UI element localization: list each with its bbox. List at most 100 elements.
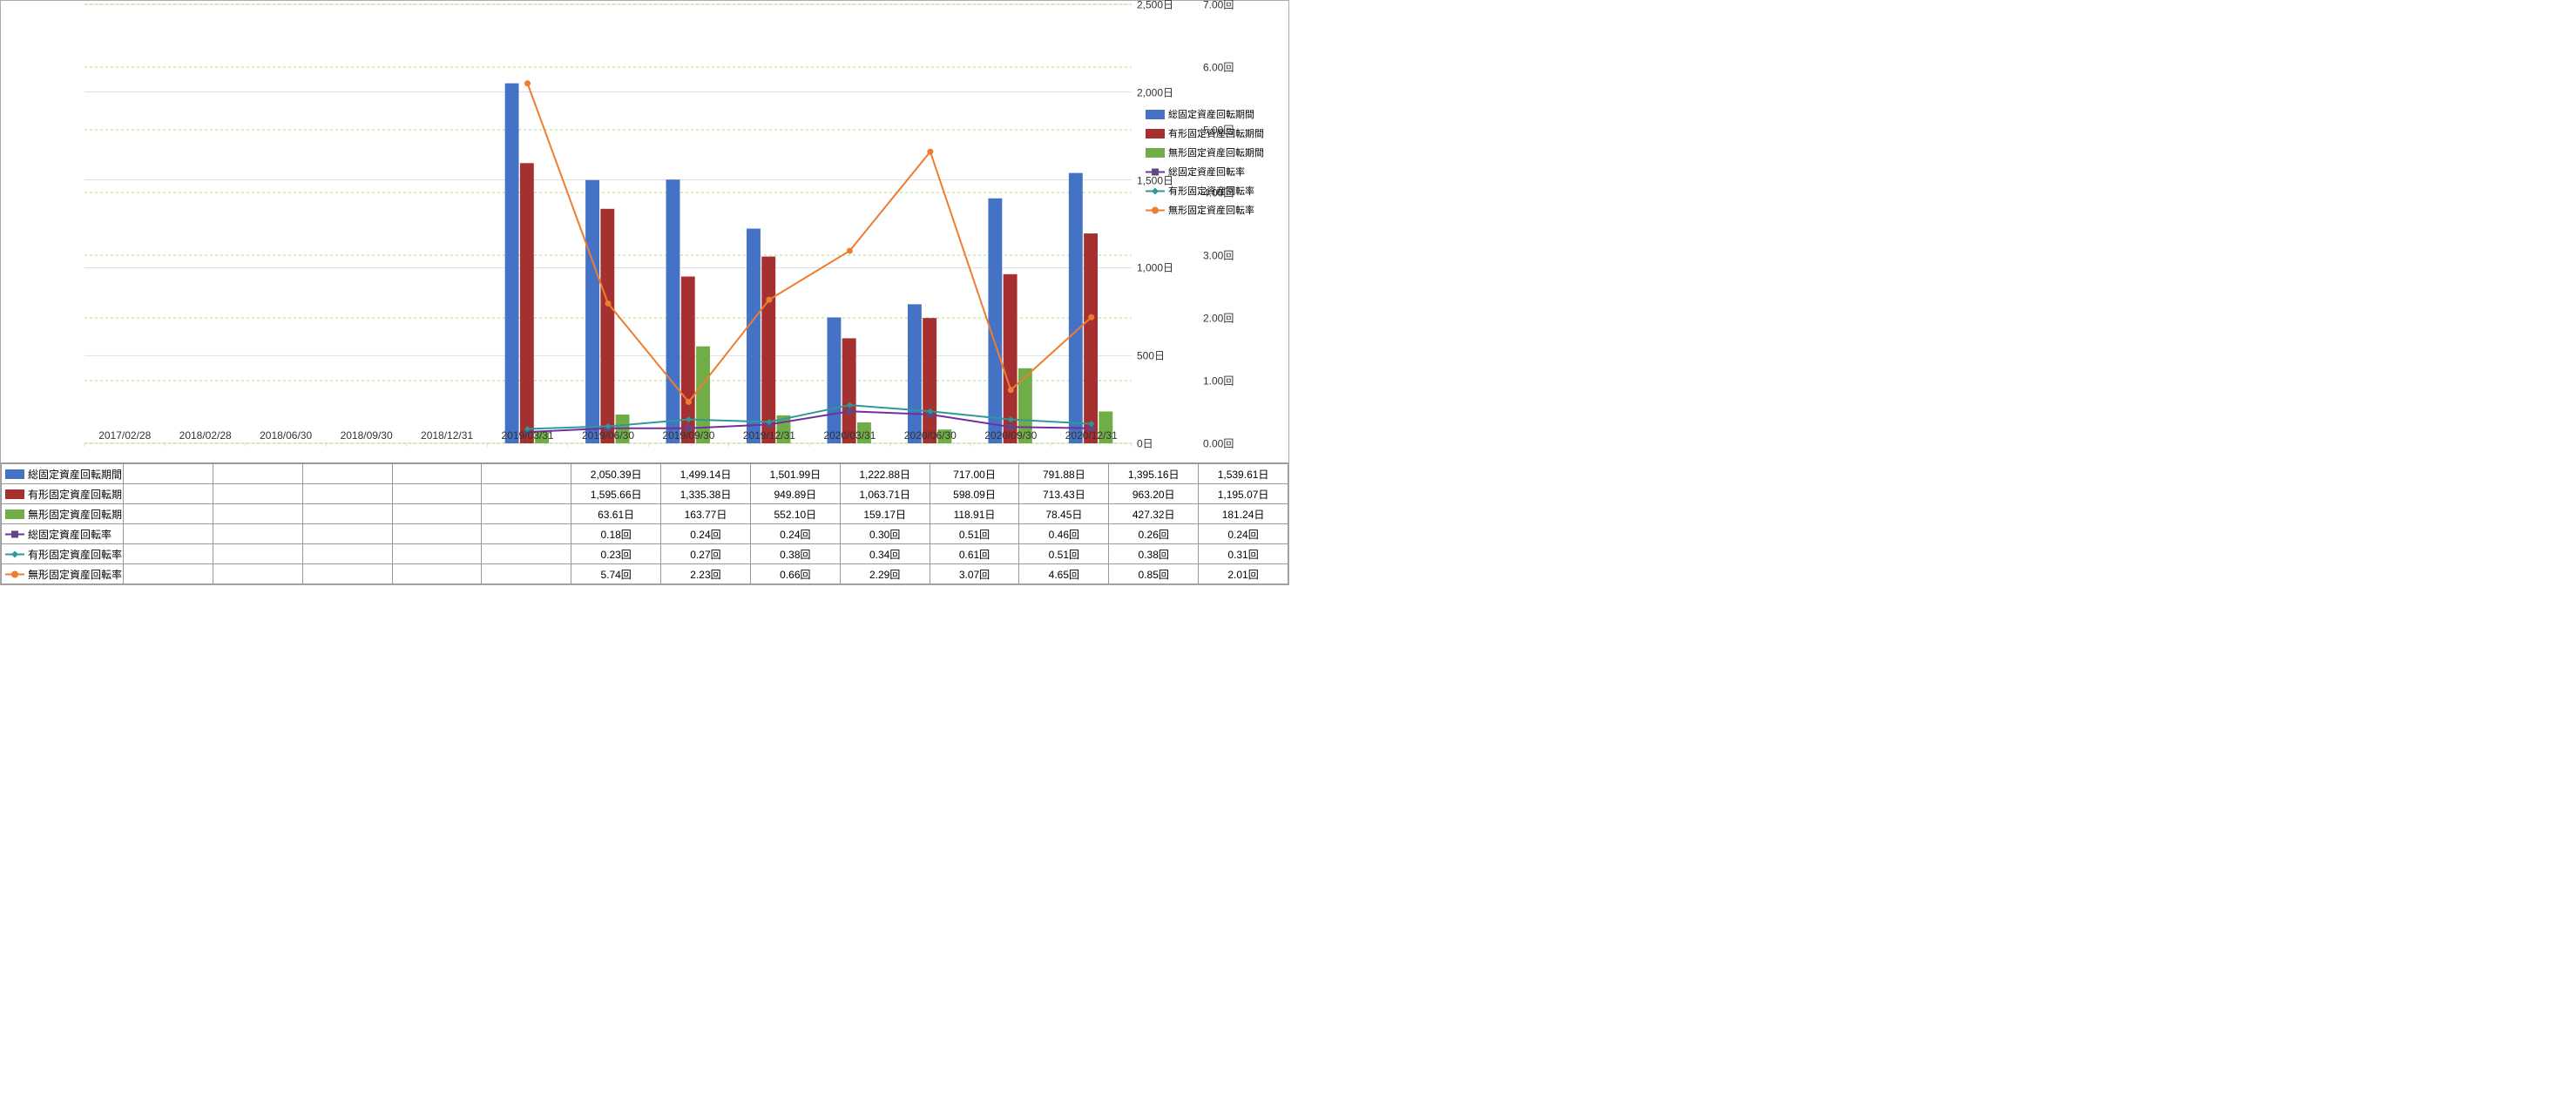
x-label-0: 2017/02/28 (85, 429, 165, 442)
cell-bar1-12: 1,539.61日 (1199, 464, 1288, 484)
cell-bar1-3 (392, 464, 482, 484)
legend-swatch-line1 (1146, 167, 1165, 177)
cell-line3-4 (482, 564, 571, 584)
y-left-tick-500: 500日 (1137, 348, 1200, 363)
cell-line2-12: 0.31回 (1199, 544, 1288, 564)
cell-line1-0 (124, 524, 213, 544)
cell-bar1-7: 1,501.99日 (750, 464, 840, 484)
cell-bar2-11: 963.20日 (1109, 484, 1199, 504)
plot-region: 2017/02/282018/02/282018/06/302018/09/30… (85, 4, 1132, 443)
y-right-tick-0: 0.00回 (1203, 436, 1287, 451)
series-head-line1: 総固定資産回転率 (2, 524, 124, 544)
cell-line3-5: 5.74回 (571, 564, 661, 584)
cell-line2-7: 0.38回 (750, 544, 840, 564)
cell-bar3-9: 118.91日 (930, 504, 1019, 524)
cell-bar3-2 (302, 504, 392, 524)
cell-line1-5: 0.18回 (571, 524, 661, 544)
legend-label-line1: 総固定資産回転率 (1168, 165, 1245, 179)
cell-bar1-1 (213, 464, 302, 484)
x-label-7: 2019/09/30 (648, 429, 728, 442)
series-head-bar1: 総固定資産回転期間 (2, 464, 124, 484)
cell-bar2-9: 598.09日 (930, 484, 1019, 504)
y-left-tick-1000: 1,000日 (1137, 260, 1200, 275)
cell-bar2-2 (302, 484, 392, 504)
legend-label-line3: 無形固定資産回転率 (1168, 203, 1254, 217)
cell-bar1-5: 2,050.39日 (571, 464, 661, 484)
table-row-line2: 有形固定資産回転率 0.23回0.27回0.38回0.34回0.61回0.51回… (2, 544, 1288, 564)
cell-line2-2 (302, 544, 392, 564)
cell-line3-6: 2.23回 (661, 564, 751, 584)
cell-bar3-4 (482, 504, 571, 524)
cell-bar2-4 (482, 484, 571, 504)
legend-swatch-bar3 (1146, 148, 1165, 158)
cell-bar2-6: 1,335.38日 (661, 484, 751, 504)
cell-bar2-7: 949.89日 (750, 484, 840, 504)
legend-label-bar3: 無形固定資産回転期間 (1168, 145, 1264, 159)
legend-label-line2: 有形固定資産回転率 (1168, 184, 1254, 198)
x-label-8: 2019/12/31 (729, 429, 809, 442)
table-row-bar2: 有形固定資産回転期間 1,595.66日1,335.38日949.89日1,06… (2, 484, 1288, 504)
x-label-9: 2020/03/31 (809, 429, 889, 442)
cell-bar1-6: 1,499.14日 (661, 464, 751, 484)
bar-bar1-8 (747, 228, 761, 443)
y-right-tick-3: 3.00回 (1203, 248, 1287, 263)
y-right-tick-2: 2.00回 (1203, 311, 1287, 326)
cell-bar1-2 (302, 464, 392, 484)
y-right-tick-7: 7.00回 (1203, 0, 1287, 12)
cell-bar2-1 (213, 484, 302, 504)
cell-line2-6: 0.27回 (661, 544, 751, 564)
cell-bar2-10: 713.43日 (1019, 484, 1109, 504)
table-row-line1: 総固定資産回転率 0.18回0.24回0.24回0.30回0.51回0.46回0… (2, 524, 1288, 544)
cell-line3-2 (302, 564, 392, 584)
cell-line3-10: 4.65回 (1019, 564, 1109, 584)
bar-bar2-6 (600, 209, 614, 443)
cell-line3-9: 3.07回 (930, 564, 1019, 584)
cell-line3-0 (124, 564, 213, 584)
bar-bar2-9 (842, 338, 856, 443)
cell-bar2-0 (124, 484, 213, 504)
legend-swatch-line3 (1146, 206, 1165, 215)
x-label-3: 2018/09/30 (326, 429, 406, 442)
bar-bar2-12 (1084, 233, 1098, 443)
legend-swatch-bar2 (1146, 129, 1165, 138)
cell-line1-2 (302, 524, 392, 544)
chart-container: 2017/02/282018/02/282018/06/302018/09/30… (0, 0, 1289, 585)
cell-bar2-12: 1,195.07日 (1199, 484, 1288, 504)
cell-bar2-3 (392, 484, 482, 504)
cell-line1-7: 0.24回 (750, 524, 840, 544)
cell-bar2-8: 1,063.71日 (840, 484, 930, 504)
cell-line2-11: 0.38回 (1109, 544, 1199, 564)
cell-line1-12: 0.24回 (1199, 524, 1288, 544)
legend-item-line2: 有形固定資産回転率 (1146, 182, 1285, 199)
y-left-tick-2500: 2,500日 (1137, 0, 1200, 12)
cell-bar3-7: 552.10日 (750, 504, 840, 524)
legend-label-bar2: 有形固定資産回転期間 (1168, 126, 1264, 140)
bar-bar2-10 (923, 318, 936, 443)
cell-line2-9: 0.61回 (930, 544, 1019, 564)
cell-line3-7: 0.66回 (750, 564, 840, 584)
series-head-line2: 有形固定資産回転率 (2, 544, 124, 564)
cell-line1-3 (392, 524, 482, 544)
cell-bar3-6: 163.77日 (661, 504, 751, 524)
cell-line2-3 (392, 544, 482, 564)
cell-bar1-10: 791.88日 (1019, 464, 1109, 484)
cell-bar3-3 (392, 504, 482, 524)
cell-line3-1 (213, 564, 302, 584)
x-label-10: 2020/06/30 (890, 429, 970, 442)
legend-item-line3: 無形固定資産回転率 (1146, 201, 1285, 219)
bar-bar1-7 (666, 179, 680, 443)
y-right-tick-6: 6.00回 (1203, 60, 1287, 75)
legend-item-line1: 総固定資産回転率 (1146, 163, 1285, 180)
y-left-tick-0: 0日 (1137, 436, 1200, 451)
legend-label-bar1: 総固定資産回転期間 (1168, 107, 1254, 121)
cell-bar1-9: 717.00日 (930, 464, 1019, 484)
x-label-6: 2019/06/30 (568, 429, 648, 442)
cell-line1-4 (482, 524, 571, 544)
cell-bar1-8: 1,222.88日 (840, 464, 930, 484)
cell-line3-11: 0.85回 (1109, 564, 1199, 584)
legend-swatch-bar1 (1146, 110, 1165, 119)
cell-line1-9: 0.51回 (930, 524, 1019, 544)
y-right-tick-1: 1.00回 (1203, 374, 1287, 388)
cell-bar3-1 (213, 504, 302, 524)
legend-item-bar1: 総固定資産回転期間 (1146, 105, 1285, 123)
